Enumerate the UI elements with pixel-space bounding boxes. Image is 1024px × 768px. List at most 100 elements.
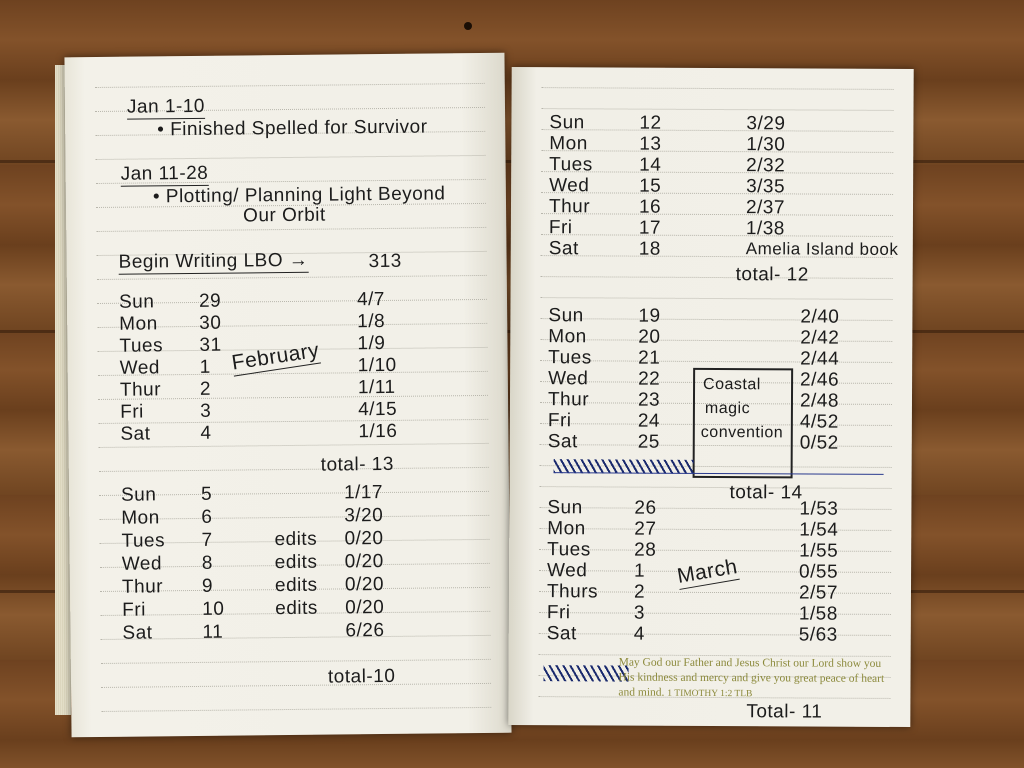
week2-list: Sun 5 1/17 Mon 6 3/20 Tues 7 edits 0/20 Wed 8 edits 0… [64, 53, 504, 644]
day-date: 12 [639, 112, 662, 134]
ruled-line [541, 129, 894, 132]
ruled-line [539, 528, 892, 531]
word-count: 4/15 [358, 398, 398, 421]
word-count: 1/11 [357, 376, 396, 399]
ruled-line [539, 486, 892, 489]
day-name: Thur [548, 196, 591, 218]
word-count: 1/58 [798, 603, 838, 625]
ruled-line [541, 87, 894, 90]
day-date: 22 [638, 368, 661, 390]
word-count: 1/55 [799, 540, 839, 562]
day-date: 5 [200, 483, 213, 505]
ruled-line [98, 418, 489, 424]
day-date: 9 [201, 575, 214, 597]
day-date: 21 [638, 347, 661, 369]
month-label-february: February [230, 338, 322, 377]
day-date: 11 [202, 621, 224, 643]
day-name: Thur [547, 389, 590, 411]
day-name: Tues [119, 335, 164, 357]
ruled-line [100, 634, 491, 640]
day-name: Sat [546, 623, 577, 645]
day-date: 6 [201, 506, 213, 528]
ruled-line [538, 633, 891, 636]
word-count: 1/10 [357, 354, 397, 377]
box-note-line: magic [704, 399, 751, 418]
week5-total: Total- 11 [746, 701, 823, 723]
day-name: Sat [122, 622, 153, 644]
week2-total: total-10 [327, 665, 396, 688]
ruled-line [539, 549, 892, 552]
word-count: 1/17 [343, 482, 384, 504]
word-count: 2/48 [799, 390, 840, 412]
day-date: 29 [198, 290, 222, 312]
word-count: 2/42 [800, 327, 840, 349]
day-date: 24 [637, 410, 661, 432]
day-date: 4 [633, 623, 645, 645]
ruled-line [98, 442, 489, 448]
day-date: 23 [637, 389, 661, 411]
day-name: Wed [548, 368, 589, 390]
ruled-line [538, 612, 891, 615]
day-note: edits [274, 528, 318, 551]
week1-list: Sun 29 4/7 Mon 30 1/8 Tues 31 1/9 Wed 1 1/10 Thur 2 1/… [64, 53, 504, 445]
word-count: 1/54 [799, 519, 839, 541]
ruled-line [94, 82, 485, 89]
day-name: Sun [118, 291, 155, 313]
box-note-line: convention [700, 423, 784, 442]
note-finished: • Finished Spelled for Survivor [157, 116, 428, 141]
note-plotting-cont: Our Orbit [243, 204, 326, 227]
word-count: 1/38 [745, 218, 785, 240]
ruled-line [540, 276, 893, 279]
ruled-line [540, 339, 893, 342]
ruled-line [540, 318, 893, 321]
day-date: 25 [637, 431, 660, 453]
day-date: 19 [638, 305, 661, 327]
word-count: 3/29 [746, 113, 786, 135]
left-page: Jan 1-10 • Finished Spelled for Survivor… [64, 52, 512, 738]
day-name: Mon [119, 313, 158, 335]
ruled-line [541, 171, 894, 174]
day-name: Mon [549, 133, 588, 155]
ruled-line [96, 274, 487, 280]
day-name: Thur [119, 379, 162, 401]
word-count: 5/63 [798, 624, 838, 646]
ruled-line [97, 298, 488, 304]
day-date: 8 [201, 552, 213, 574]
day-note: edits [274, 551, 318, 574]
ruled-line [99, 490, 490, 496]
word-count: 0/20 [344, 551, 384, 573]
day-name: Tues [548, 347, 592, 369]
day-name: Fri [548, 217, 573, 239]
word-count: 2/37 [745, 197, 786, 219]
ruled-line [101, 706, 492, 712]
word-count: 2/40 [800, 306, 840, 328]
day-date: 13 [639, 133, 662, 155]
day-date: 14 [639, 154, 662, 176]
day-date: 20 [638, 326, 661, 348]
week1-total: total- 13 [320, 453, 394, 476]
day-note: edits [274, 574, 318, 597]
day-name: Tues [121, 530, 166, 552]
word-count: 0/52 [799, 432, 839, 454]
day-name: Fri [547, 410, 572, 432]
day-name: Sun [547, 497, 583, 519]
day-name: Fri [122, 599, 147, 621]
word-count: 1/16 [358, 420, 398, 443]
word-count: 4/52 [799, 411, 839, 433]
word-count: 1/9 [357, 332, 386, 355]
day-date: 16 [638, 196, 662, 218]
day-name: Fri [546, 602, 571, 624]
day-name: Wed [547, 560, 588, 582]
day-name: Wed [549, 175, 590, 197]
word-count: 0/20 [345, 597, 385, 619]
word-count: 2/32 [746, 155, 786, 177]
heading-jan-1-10: Jan 1-10 [126, 95, 206, 120]
day-date: 18 [638, 238, 661, 260]
ruled-line [96, 226, 487, 232]
day-name: Wed [119, 357, 161, 379]
word-count: 1/30 [746, 134, 786, 156]
right-page: Sun 12 3/29 Mon 13 1/30 Tues 14 2/32 Wed 15 3/35 Thu… [508, 66, 914, 728]
word-count: 1/53 [799, 498, 839, 520]
day-name: Tues [549, 154, 593, 176]
month-label-march: March [675, 555, 740, 590]
